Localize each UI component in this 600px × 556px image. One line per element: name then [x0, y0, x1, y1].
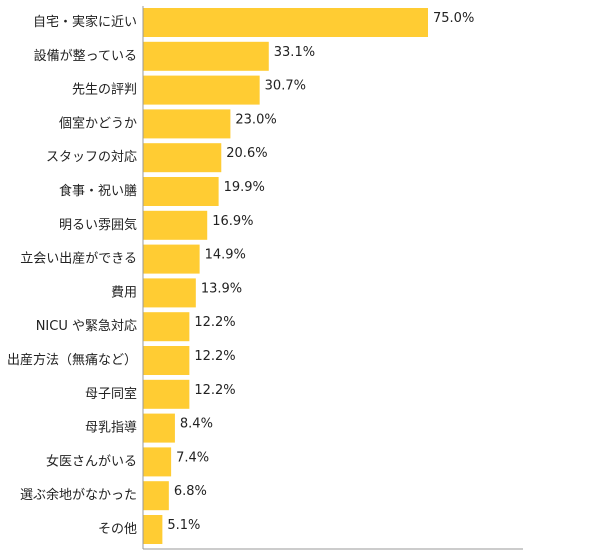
value-label: 23.0%: [235, 112, 276, 127]
category-label: 母乳指導: [85, 421, 137, 436]
value-label: 7.4%: [176, 450, 209, 465]
category-label: 先生の評判: [72, 83, 137, 98]
value-label: 12.2%: [194, 383, 235, 398]
category-label: 自宅・実家に近い: [33, 14, 137, 30]
bar-group: [143, 8, 428, 544]
value-label: 8.4%: [180, 417, 213, 432]
bar: [143, 278, 196, 308]
value-label: 20.6%: [226, 146, 267, 161]
value-label: 14.9%: [205, 248, 246, 263]
value-label: 12.2%: [194, 349, 235, 364]
value-label: 30.7%: [265, 79, 306, 94]
bar: [143, 413, 175, 443]
category-label: 明るい雰囲気: [59, 217, 137, 233]
category-label: 設備が整っている: [34, 48, 137, 64]
value-label: 6.8%: [174, 484, 207, 499]
category-labels: 自宅・実家に近い設備が整っている先生の評判個室かどうかスタッフの対応食事・祝い膳…: [7, 14, 137, 537]
category-label: 食事・祝い膳: [59, 183, 137, 199]
category-label: 女医さんがいる: [46, 453, 137, 469]
category-label: NICU や緊急対応: [36, 319, 137, 334]
bar: [143, 8, 428, 37]
bar: [143, 447, 172, 477]
bar: [143, 41, 269, 71]
bar: [143, 244, 200, 274]
bar: [143, 346, 190, 375]
value-label: 33.1%: [274, 45, 315, 60]
category-label: その他: [98, 522, 137, 537]
value-label: 5.1%: [167, 518, 200, 533]
bar: [143, 210, 208, 240]
category-label: 出産方法（無痛など）: [7, 352, 137, 368]
bar: [143, 312, 190, 342]
bar: [143, 109, 231, 139]
bar: [143, 75, 260, 105]
category-label: 母子同室: [85, 386, 137, 402]
value-labels: 75.0% 33.1% 30.7% 23.0% 20.6% 19.9% 16.9% 14.9%…: [167, 11, 474, 533]
value-label: 13.9%: [201, 281, 242, 296]
value-label: 16.9%: [212, 214, 253, 229]
bar: [143, 143, 222, 173]
value-label: 12.2%: [194, 315, 235, 330]
category-label: 選ぶ余地がなかった: [20, 487, 137, 503]
category-label: 立会い出産ができる: [20, 251, 137, 267]
bar: [143, 177, 219, 206]
bar: [143, 515, 163, 544]
category-label: 個室かどうか: [59, 115, 137, 131]
value-label: 75.0%: [433, 11, 474, 26]
category-label: 費用: [111, 285, 137, 300]
bar: [143, 379, 190, 409]
category-label: スタッフの対応: [46, 150, 137, 165]
bar: [143, 481, 169, 511]
value-label: 19.9%: [224, 180, 265, 195]
